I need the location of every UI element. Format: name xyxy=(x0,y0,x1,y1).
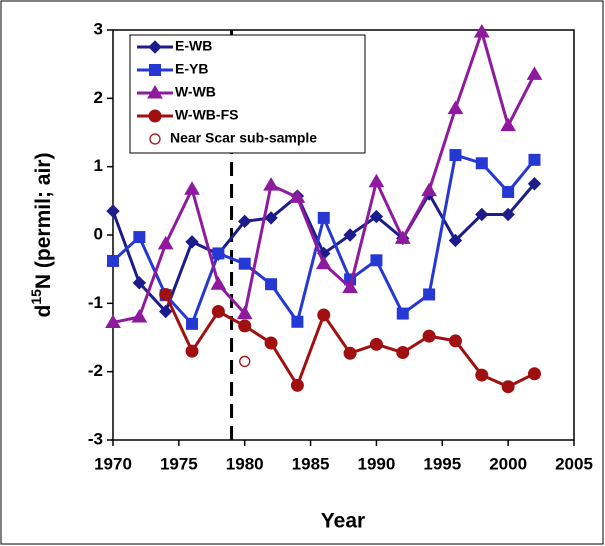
marker xyxy=(473,24,490,38)
y-tick-label: 3 xyxy=(94,19,103,38)
marker xyxy=(133,231,146,244)
marker xyxy=(291,315,304,328)
marker xyxy=(475,207,489,222)
marker xyxy=(448,334,462,348)
legend: E-WB E-YB W-WB W-WB-FS Near Scar sub-sample xyxy=(129,34,366,154)
marker xyxy=(157,235,174,250)
marker xyxy=(238,257,251,270)
marker xyxy=(184,181,200,195)
marker xyxy=(212,247,225,260)
x-tick-label: 1995 xyxy=(423,454,461,473)
x-tick-label: 1985 xyxy=(292,454,330,473)
y-tick-label: 2 xyxy=(94,88,103,107)
marker xyxy=(106,204,120,218)
marker xyxy=(238,319,252,333)
marker xyxy=(264,211,278,225)
marker xyxy=(500,117,517,132)
marker xyxy=(343,228,357,242)
marker xyxy=(211,305,225,319)
y-axis-title-superscript: 15 xyxy=(28,289,44,305)
marker xyxy=(107,254,119,267)
marker xyxy=(238,214,252,229)
marker xyxy=(422,329,436,343)
marker xyxy=(289,189,306,203)
y-tick-label: 0 xyxy=(94,224,103,243)
marker xyxy=(132,276,147,290)
marker xyxy=(501,207,515,222)
marker xyxy=(527,367,541,381)
y-axis-title: d15N (permil; air) xyxy=(28,153,55,318)
marker xyxy=(159,287,173,301)
marker xyxy=(264,336,278,350)
marker xyxy=(158,304,173,319)
marker xyxy=(236,305,253,320)
marker xyxy=(317,211,330,224)
x-axis-title: Year xyxy=(321,510,365,533)
marker xyxy=(501,380,515,394)
y-tick-label: -2 xyxy=(88,361,103,380)
marker xyxy=(342,279,358,294)
marker xyxy=(185,344,199,358)
marker xyxy=(369,337,383,351)
x-tick-label: 1975 xyxy=(160,454,198,473)
marker xyxy=(396,346,410,360)
marker xyxy=(317,308,331,322)
marker xyxy=(343,346,357,360)
x-tick-label: 2000 xyxy=(489,454,527,473)
marker xyxy=(423,288,436,301)
marker xyxy=(263,177,279,191)
marker xyxy=(475,368,489,382)
marker xyxy=(526,66,543,80)
marker xyxy=(448,233,463,248)
legend-label: W-WB-FS xyxy=(175,107,238,123)
marker xyxy=(421,182,437,197)
marker xyxy=(447,100,464,115)
marker xyxy=(528,153,541,166)
marker xyxy=(210,276,227,290)
marker xyxy=(290,378,304,392)
marker xyxy=(131,309,148,323)
marker xyxy=(265,278,278,291)
y-tick-label: -1 xyxy=(88,293,103,312)
legend-label: E-YB xyxy=(175,61,208,77)
y-tick-label: -3 xyxy=(88,429,103,448)
marker xyxy=(148,109,162,123)
marker xyxy=(185,235,199,249)
marker xyxy=(475,157,488,170)
marker xyxy=(449,149,462,162)
marker xyxy=(394,230,411,244)
legend-label: W-WB xyxy=(175,84,216,100)
x-tick-label: 1990 xyxy=(358,454,396,473)
marker xyxy=(396,307,409,320)
marker xyxy=(370,254,383,267)
x-tick-label: 1980 xyxy=(226,454,264,473)
marker xyxy=(186,317,199,330)
marker xyxy=(502,185,515,198)
marker xyxy=(239,355,251,368)
marker xyxy=(368,173,385,188)
marker xyxy=(369,209,384,224)
x-tick-label: 1970 xyxy=(94,454,132,473)
marker xyxy=(105,314,121,328)
marker xyxy=(148,40,162,54)
marker xyxy=(315,255,332,270)
marker xyxy=(149,64,161,76)
y-tick-label: 1 xyxy=(94,156,103,175)
legend-label: E-WB xyxy=(175,38,212,54)
marker xyxy=(149,133,161,145)
marker xyxy=(147,85,163,99)
y-axis-title-prefix: d xyxy=(32,305,55,318)
legend-label: Near Scar sub-sample xyxy=(170,130,317,146)
x-tick-label: 2005 xyxy=(555,454,593,473)
marker xyxy=(527,177,542,191)
y-axis-title-suffix: N (permil; air) xyxy=(32,153,55,290)
